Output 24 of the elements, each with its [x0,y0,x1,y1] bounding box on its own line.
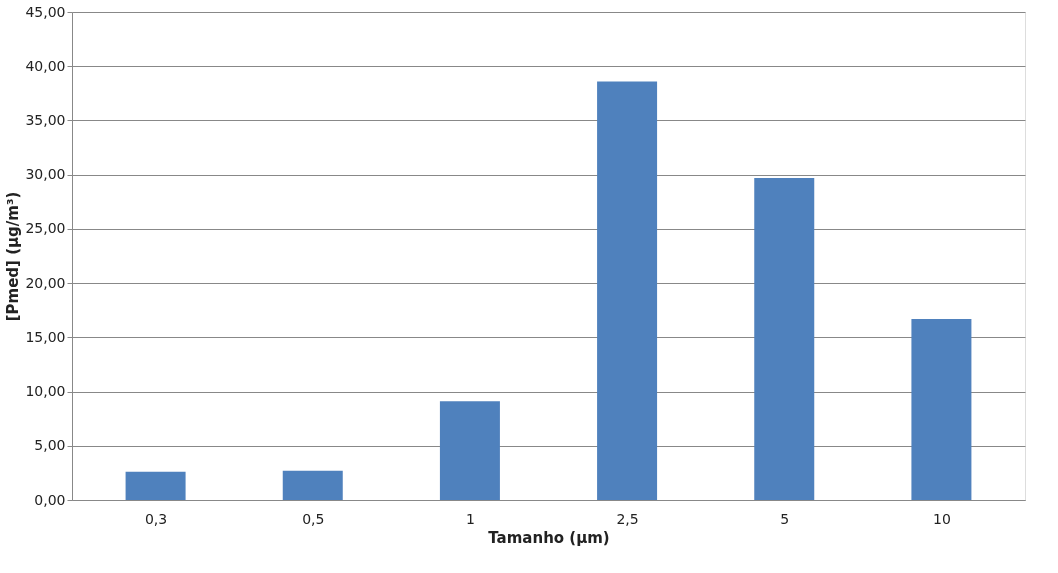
y-tick-label: 10,00 [25,383,66,400]
x-tick-label: 2,5 [616,510,639,527]
y-tick-label: 45,00 [25,3,66,20]
y-axis-title: [Pmed] (µg/m³) [4,191,23,322]
y-tick-label: 25,00 [25,220,66,237]
x-axis-title: Tamanho (µm) [488,528,610,547]
bar [125,471,186,500]
x-tick-label: 5 [780,510,790,527]
x-tick-label: 0,3 [144,510,168,527]
bar [282,470,343,500]
y-tick-label: 0,00 [34,491,66,508]
bar [439,401,500,500]
y-tick-label: 20,00 [25,274,66,291]
bar [597,81,658,500]
y-tick-label: 5,00 [34,437,66,454]
bar [754,177,815,500]
x-tick-label: 0,5 [302,510,325,527]
x-tick-label: 1 [465,510,475,527]
y-tick-label: 30,00 [25,166,66,183]
x-tick-label: 10 [933,510,951,527]
y-tick-label: 40,00 [25,57,66,74]
y-tick-label: 15,00 [25,328,66,345]
bar [911,318,972,500]
y-tick-label: 35,00 [25,111,66,128]
